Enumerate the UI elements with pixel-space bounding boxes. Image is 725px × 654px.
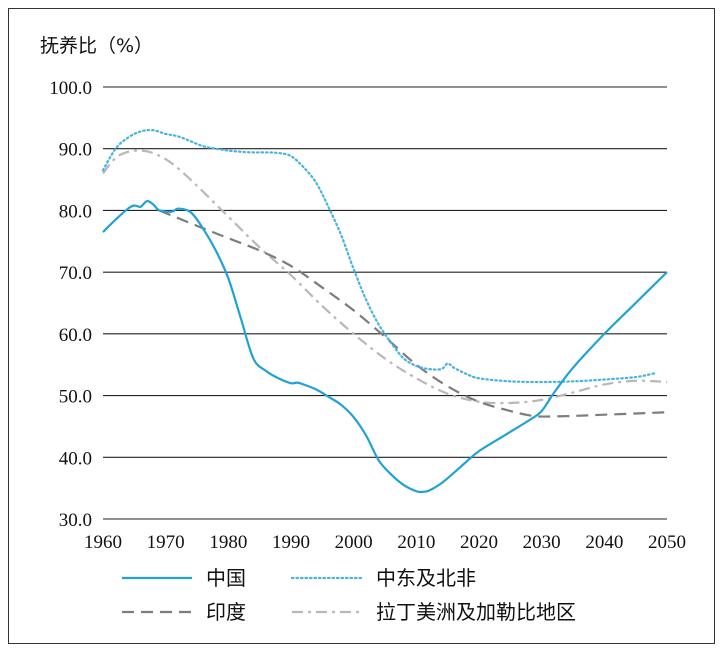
legend-item: 中国: [122, 566, 246, 590]
x-tick-label: 1990: [272, 532, 310, 553]
legend-item: 印度: [122, 600, 246, 624]
y-tick-label: 90.0: [59, 140, 92, 161]
x-tick-label: 1960: [84, 532, 122, 553]
series-line-0: [102, 200, 668, 494]
legend-label: 拉丁美洲及加勒比地区: [376, 600, 576, 624]
x-tick-label: 2010: [397, 532, 435, 553]
legend-label: 中国: [206, 566, 246, 590]
y-axis-label: 抚养比（%）: [40, 35, 153, 57]
y-tick-label: 40.0: [59, 448, 92, 469]
series-lines: [101, 128, 668, 494]
y-tick-label: 50.0: [59, 387, 92, 408]
x-tick-label: 2000: [335, 532, 373, 553]
legend-item: 中东及北非: [290, 566, 476, 590]
y-tick-label: 60.0: [59, 325, 92, 346]
legend-label: 中东及北非: [376, 566, 476, 590]
series-line-2: [158, 209, 668, 418]
y-tick-label: 80.0: [59, 201, 92, 222]
legend-item: 拉丁美洲及加勒比地区: [292, 600, 576, 624]
x-tick-label: 2040: [585, 532, 623, 553]
x-tick-label: 1970: [147, 532, 185, 553]
y-tick-label: 100.0: [49, 78, 92, 99]
x-tick-label: 1980: [209, 532, 247, 553]
legend-label: 印度: [206, 600, 246, 624]
grid-lines: [103, 86, 667, 520]
x-tick-label: 2050: [648, 532, 686, 553]
series-line-3: [102, 149, 668, 405]
y-tick-label: 70.0: [59, 263, 92, 284]
x-axis-ticks: 1960 1970 1980 1990 2000 2010 2020 2030 2040 2050: [84, 532, 686, 553]
x-tick-label: 2020: [460, 532, 498, 553]
series-line-1: [101, 128, 656, 384]
y-tick-label: 30.0: [59, 510, 92, 531]
x-tick-label: 2030: [523, 532, 561, 553]
chart-frame: [8, 8, 715, 644]
y-axis-ticks: 30.0 40.0 50.0 60.0 70.0 80.0 90.0 100.0: [49, 78, 92, 531]
